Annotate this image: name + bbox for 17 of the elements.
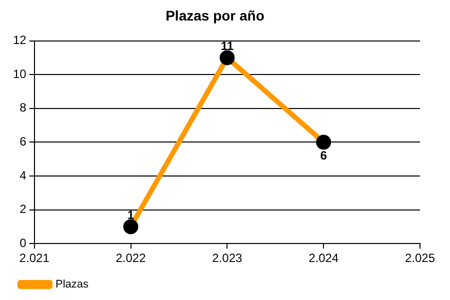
x-tick-label: 2.025	[404, 251, 436, 266]
x-tick-label: 2.022	[116, 251, 146, 266]
data-label: 1	[127, 208, 134, 222]
y-tick-label: 0	[20, 236, 27, 250]
y-tick-label: 2	[20, 202, 27, 216]
chart-title: Plazas por año	[166, 7, 264, 24]
data-label: 11	[220, 39, 234, 54]
x-tick-label: 2.023	[212, 251, 243, 266]
y-tick-label: 12	[12, 33, 27, 48]
data-label: 6	[320, 148, 328, 163]
y-tick-label: 8	[20, 100, 27, 115]
y-tick-label: 6	[20, 134, 27, 149]
x-tick-label: 2.021	[19, 251, 50, 266]
y-tick-label: 10	[12, 66, 27, 81]
y-tick-label: 4	[20, 168, 27, 182]
legend-label: Plazas	[56, 278, 90, 291]
x-tick-label: 2.024	[308, 251, 339, 266]
